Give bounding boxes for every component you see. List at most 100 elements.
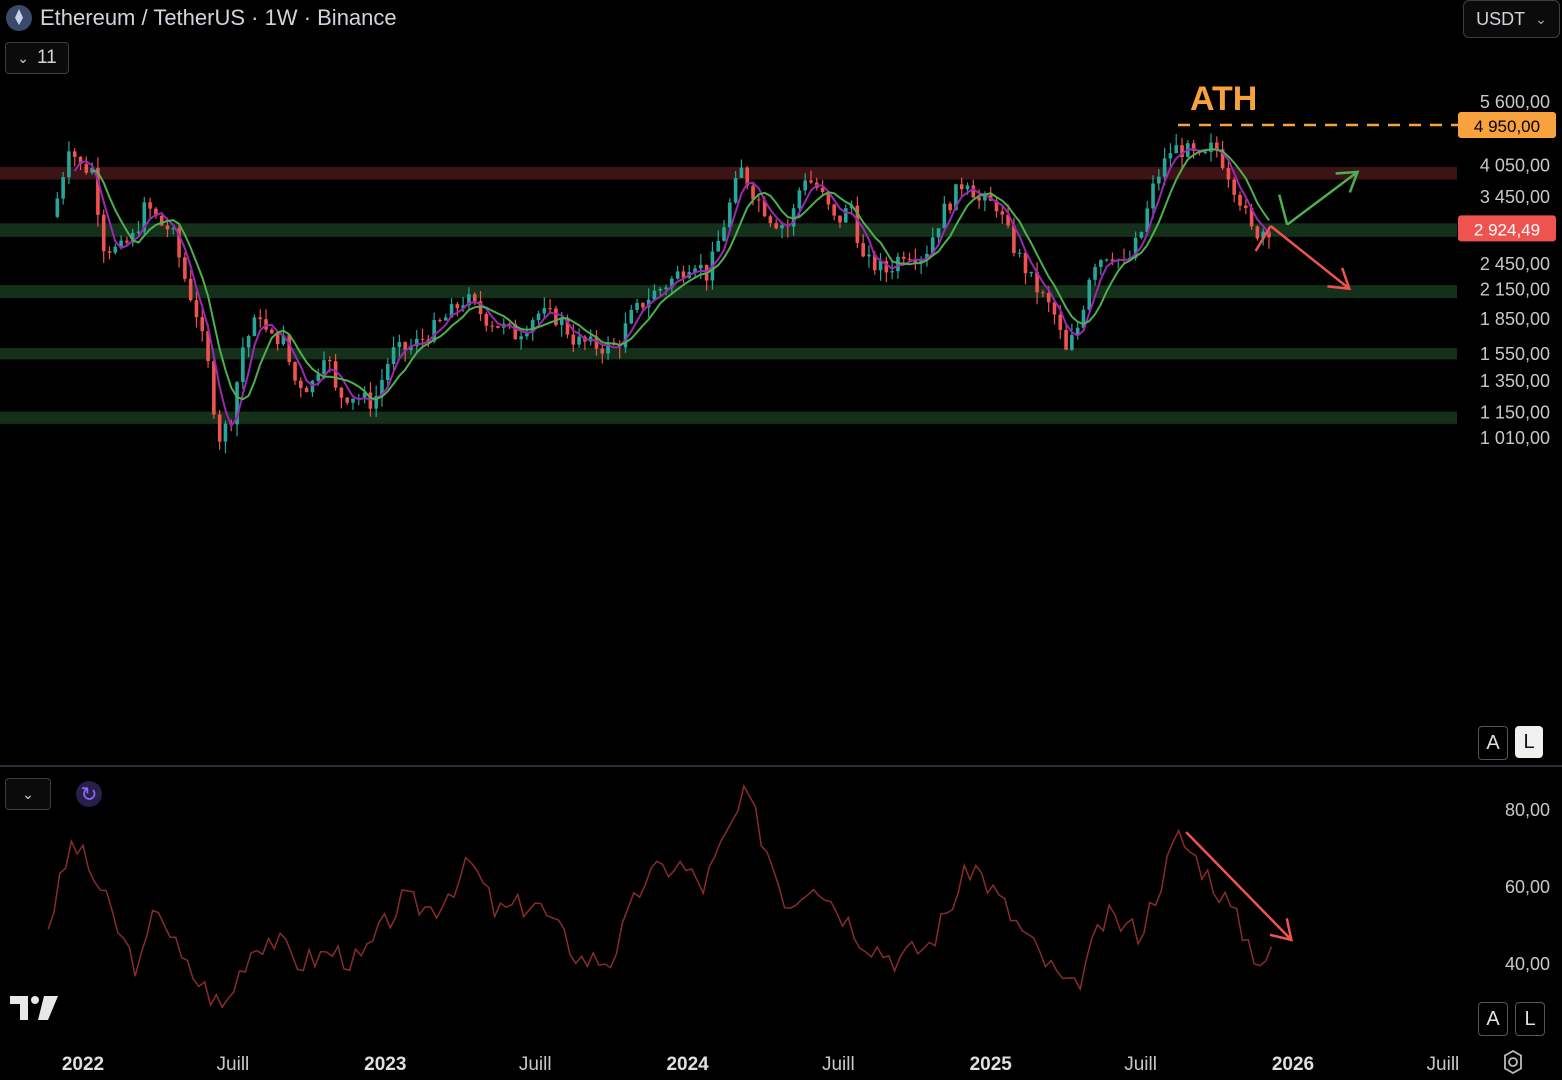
rsi-line xyxy=(47,784,1273,1009)
rsi-tick-label: 60,00 xyxy=(1505,877,1550,897)
candle xyxy=(942,196,947,229)
candle xyxy=(768,214,773,228)
candle xyxy=(1081,305,1086,331)
rsi-log-scale-button[interactable]: L xyxy=(1515,1002,1545,1036)
candle xyxy=(675,265,680,280)
rsi-collapse-button[interactable]: ⌄ xyxy=(5,778,51,810)
candle xyxy=(1139,231,1144,240)
candle xyxy=(1099,258,1103,276)
candle xyxy=(1238,191,1242,211)
bearish-scenario-arrow xyxy=(1269,224,1352,291)
candle xyxy=(1087,277,1092,312)
time-tick-label: Juill xyxy=(217,1054,250,1075)
indicators-toggle-button[interactable]: ⌄ 11 xyxy=(5,42,69,74)
tradingview-logo-icon xyxy=(10,996,58,1020)
candle xyxy=(1023,249,1028,285)
candle xyxy=(235,381,239,437)
candle xyxy=(304,385,309,393)
candle xyxy=(438,318,442,323)
candle xyxy=(548,298,552,314)
symbol-title-text: Ethereum / TetherUS · 1W · Binance xyxy=(40,5,397,30)
candle xyxy=(855,196,860,249)
bullish-scenario-arrow xyxy=(1286,170,1360,226)
candle xyxy=(1151,175,1155,220)
candle xyxy=(606,336,610,360)
candle xyxy=(154,207,158,219)
candle xyxy=(728,198,732,231)
candle xyxy=(96,157,100,227)
candle xyxy=(994,196,999,218)
candle xyxy=(901,251,906,264)
rsi-auto-scale-button[interactable]: A xyxy=(1478,1002,1508,1036)
candle xyxy=(414,329,419,353)
time-tick-label: Juill xyxy=(822,1054,855,1075)
candle xyxy=(1174,134,1179,154)
candle xyxy=(241,337,245,390)
chevron-down-icon: ⌄ xyxy=(1535,10,1547,27)
candle xyxy=(217,409,222,450)
scenario-arrows xyxy=(1254,170,1360,291)
candle xyxy=(1070,323,1074,352)
candle xyxy=(1220,140,1225,170)
candle xyxy=(258,309,263,328)
candle xyxy=(380,368,384,407)
rsi-divergence-arrow xyxy=(1185,831,1293,942)
candle xyxy=(1035,262,1039,305)
candle xyxy=(774,219,779,230)
support-zone xyxy=(0,285,1457,299)
candle xyxy=(745,166,750,190)
candle xyxy=(1041,289,1045,297)
support-zone xyxy=(0,411,1457,424)
candle xyxy=(101,209,106,263)
candle xyxy=(1093,263,1097,286)
candle xyxy=(722,220,726,242)
auto-scale-button[interactable]: A xyxy=(1478,726,1508,760)
candle xyxy=(1000,204,1005,224)
candle xyxy=(125,236,129,245)
currency-value: USDT xyxy=(1476,8,1526,29)
price-tick-label: 2 150,00 xyxy=(1480,280,1550,300)
candle xyxy=(385,358,390,389)
candle xyxy=(959,177,964,197)
ma-slow-line xyxy=(91,148,1270,401)
settings-icon[interactable] xyxy=(1500,1049,1526,1075)
ma-fast-line xyxy=(73,148,1270,429)
price-axis[interactable]: 5 600,00 4 950,00 4 050,00 3 450,00 2 924,49… xyxy=(1458,92,1556,448)
candle xyxy=(136,220,141,236)
log-scale-button[interactable]: L xyxy=(1515,726,1543,758)
ath-price-badge xyxy=(1458,112,1556,139)
candle xyxy=(1017,248,1022,258)
time-tick-label: Juill xyxy=(1124,1054,1157,1075)
candle xyxy=(484,312,489,332)
candle xyxy=(61,171,65,205)
price-tick-label: 1 550,00 xyxy=(1480,344,1550,364)
symbol-title[interactable]: Ethereum / TetherUS · 1W · Binance xyxy=(6,4,397,32)
refresh-icon[interactable]: ↻ xyxy=(76,781,102,807)
chevron-down-icon: ⌄ xyxy=(17,49,29,66)
candle xyxy=(1215,136,1219,158)
candle xyxy=(1243,199,1248,215)
candle xyxy=(159,214,164,227)
candle xyxy=(1104,258,1109,263)
price-tick-label: 1 010,00 xyxy=(1480,428,1550,448)
chevron-down-icon: ⌄ xyxy=(22,785,34,802)
candle xyxy=(1168,143,1173,168)
candle xyxy=(826,190,831,210)
candle xyxy=(67,141,71,185)
price-tick-label: 3 450,00 xyxy=(1480,187,1550,207)
candle xyxy=(820,179,825,195)
candle xyxy=(183,252,187,283)
ath-level: ATH xyxy=(1178,80,1460,127)
last-price-label: 2 924,49 xyxy=(1474,220,1540,239)
candle xyxy=(362,386,367,404)
candle xyxy=(664,284,668,296)
currency-select[interactable]: USDT ⌄ xyxy=(1463,0,1560,38)
candle xyxy=(391,336,396,371)
candle xyxy=(443,313,448,321)
candle xyxy=(275,333,280,351)
candle xyxy=(1209,133,1213,162)
time-tick-label: Juill xyxy=(519,1054,552,1075)
candle xyxy=(194,291,199,328)
time-axis[interactable]: 2022 Juill 2023 Juill 2024 Juill 2025 Juill 2026… xyxy=(62,1054,1459,1075)
